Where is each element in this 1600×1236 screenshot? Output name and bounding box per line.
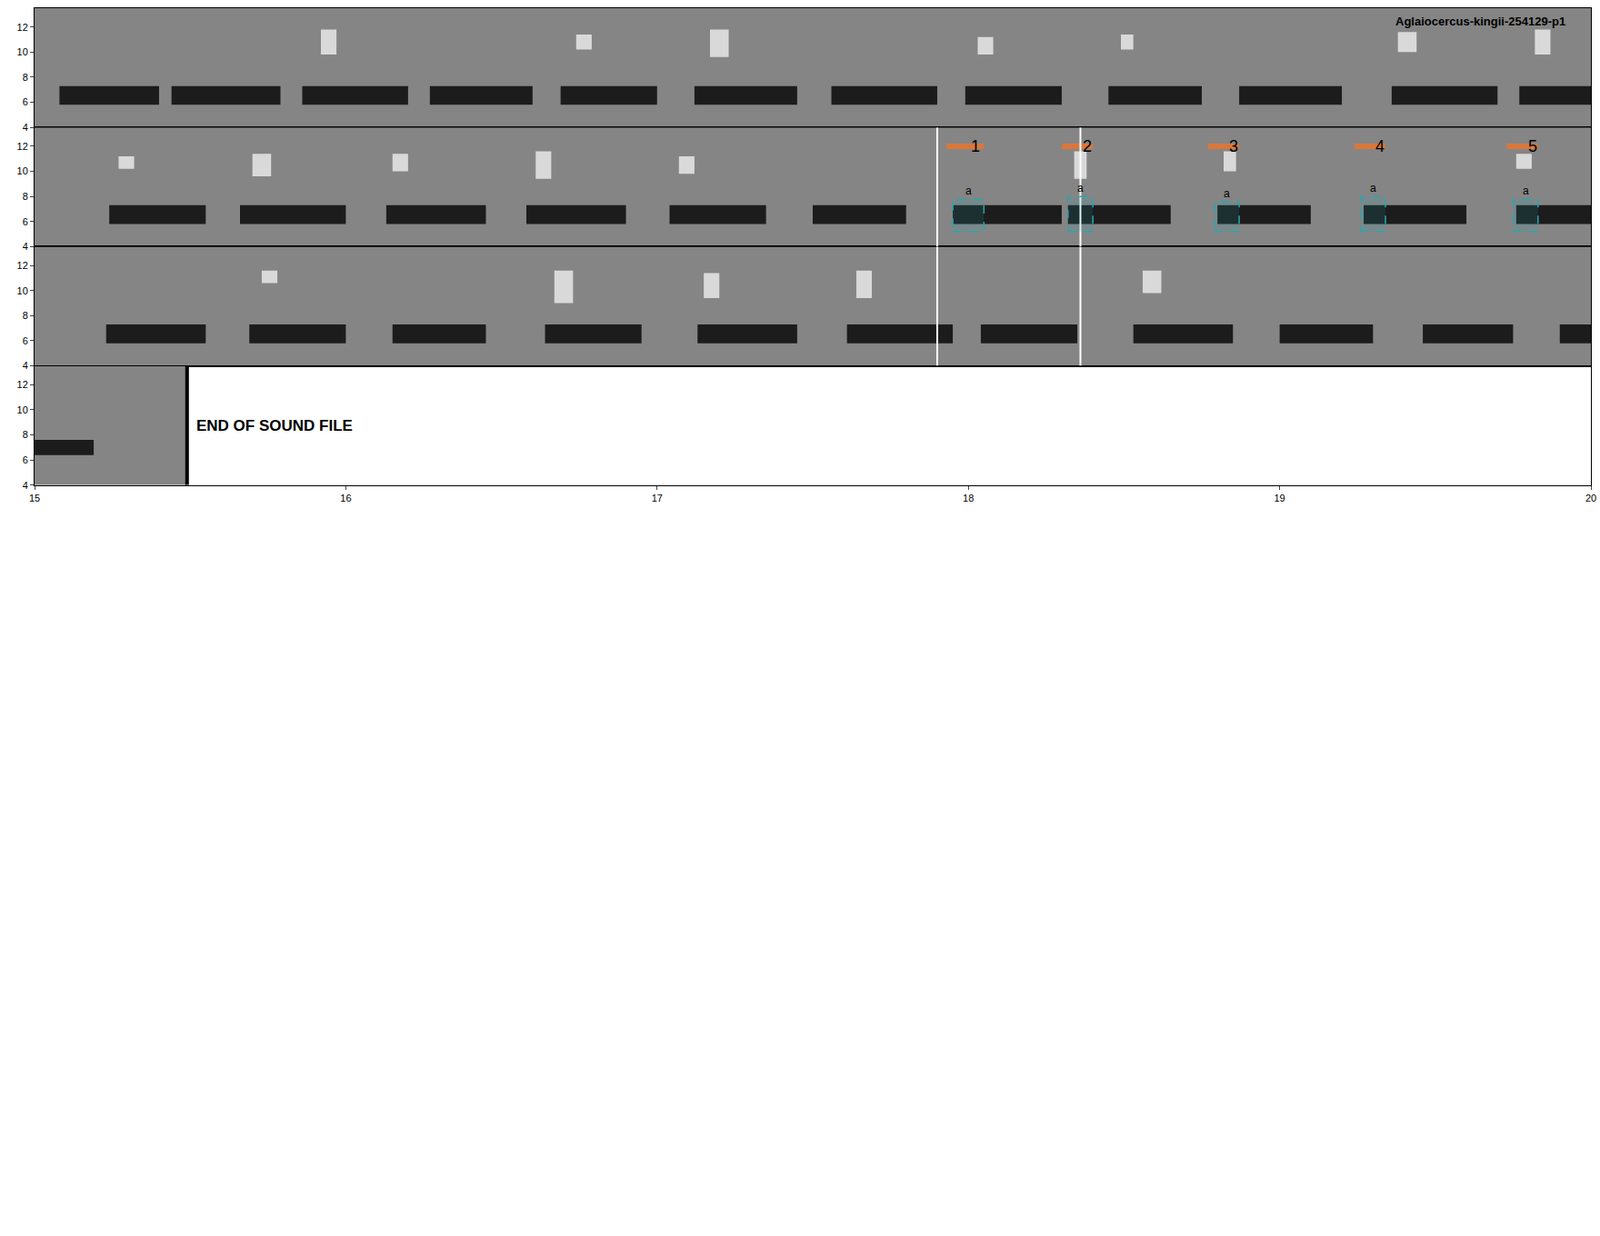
svg-text:8: 8 bbox=[22, 71, 29, 83]
svg-text:15: 15 bbox=[29, 492, 40, 504]
svg-text:a: a bbox=[1370, 181, 1377, 195]
svg-text:6: 6 bbox=[22, 335, 29, 347]
svg-text:16: 16 bbox=[340, 492, 351, 504]
svg-text:END OF SOUND FILE: END OF SOUND FILE bbox=[196, 417, 353, 435]
svg-text:8: 8 bbox=[22, 310, 29, 321]
svg-text:4: 4 bbox=[1375, 137, 1385, 156]
svg-text:4: 4 bbox=[22, 360, 29, 371]
svg-text:a: a bbox=[1077, 181, 1084, 195]
svg-text:3: 3 bbox=[1229, 137, 1239, 156]
svg-text:5: 5 bbox=[1528, 137, 1538, 156]
svg-text:12: 12 bbox=[17, 21, 29, 33]
svg-text:17: 17 bbox=[651, 492, 663, 504]
svg-text:18: 18 bbox=[962, 492, 974, 504]
svg-text:20: 20 bbox=[1585, 492, 1597, 504]
svg-text:10: 10 bbox=[17, 46, 29, 58]
svg-text:10: 10 bbox=[17, 165, 29, 177]
svg-text:4: 4 bbox=[22, 480, 29, 491]
svg-text:10: 10 bbox=[17, 404, 29, 416]
svg-text:4: 4 bbox=[22, 121, 29, 133]
svg-text:8: 8 bbox=[22, 429, 29, 440]
svg-text:12: 12 bbox=[17, 379, 29, 390]
svg-text:8: 8 bbox=[22, 190, 29, 202]
svg-text:10: 10 bbox=[17, 285, 29, 297]
svg-text:4: 4 bbox=[22, 240, 29, 252]
svg-text:a: a bbox=[1522, 184, 1530, 198]
svg-text:19: 19 bbox=[1273, 492, 1285, 504]
svg-text:a: a bbox=[1223, 187, 1230, 200]
svg-text:12: 12 bbox=[17, 140, 29, 152]
svg-text:12: 12 bbox=[17, 260, 29, 271]
svg-text:6: 6 bbox=[22, 96, 29, 108]
svg-text:6: 6 bbox=[22, 216, 29, 228]
svg-text:1: 1 bbox=[970, 137, 980, 156]
svg-text:a: a bbox=[965, 184, 972, 198]
svg-text:6: 6 bbox=[22, 454, 29, 466]
svg-text:2: 2 bbox=[1082, 137, 1092, 156]
svg-text:Aglaiocercus-kingii-254129-p1: Aglaiocercus-kingii-254129-p1 bbox=[1395, 14, 1566, 29]
